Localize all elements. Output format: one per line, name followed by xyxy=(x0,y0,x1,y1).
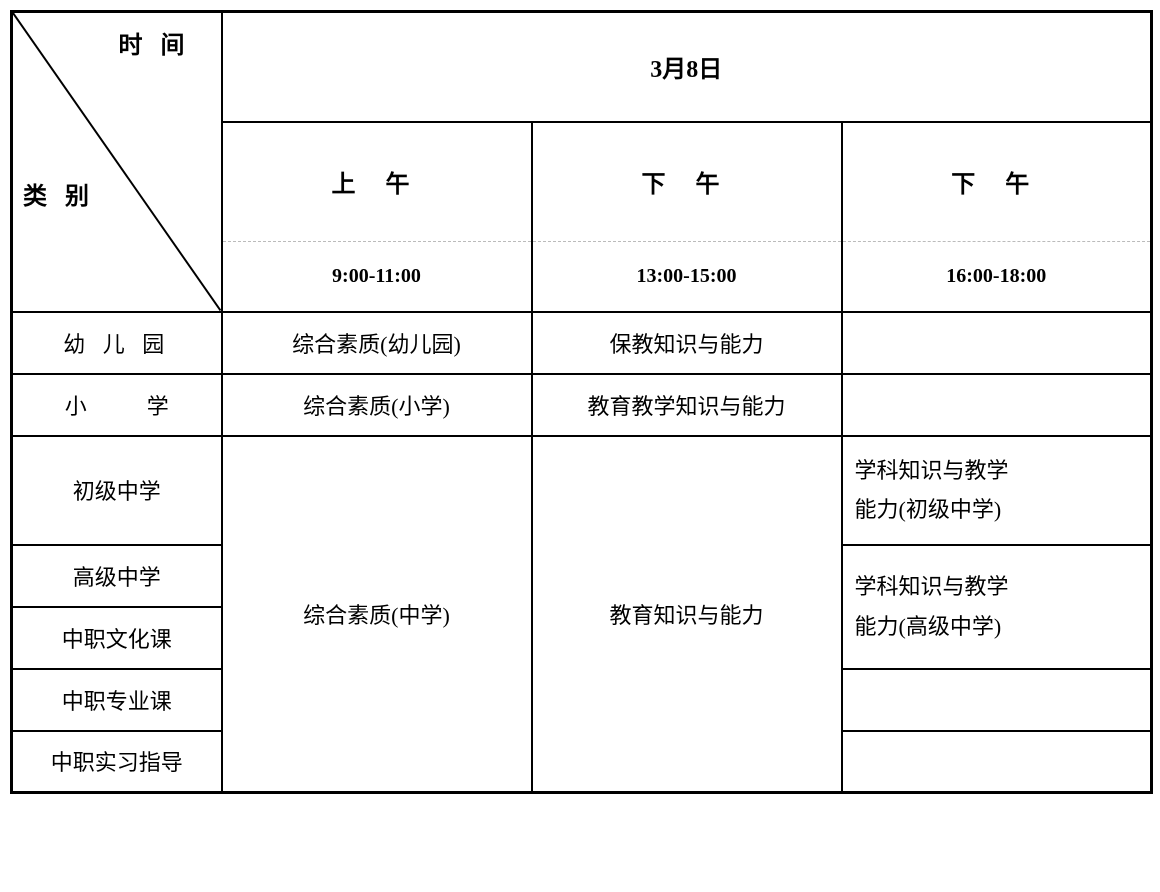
cell-junior-afternoon2: 学科知识与教学 能力(初级中学) xyxy=(842,436,1152,545)
cell-middle-afternoon1: 教育知识与能力 xyxy=(532,436,842,793)
category-axis-label: 类 别 xyxy=(23,176,95,211)
category-voc-culture: 中职文化课 xyxy=(12,607,222,669)
category-primary: 小学 xyxy=(12,374,222,436)
senior-af2-line1: 学科知识与教学 xyxy=(855,574,1009,599)
row-junior: 初级中学 综合素质(中学) 教育知识与能力 学科知识与教学 能力(初级中学) xyxy=(12,436,1152,545)
category-voc-intern: 中职实习指导 xyxy=(12,731,222,793)
category-voc-major: 中职专业课 xyxy=(12,669,222,731)
time-afternoon1: 13:00-15:00 xyxy=(532,242,842,312)
cell-senior-afternoon2: 学科知识与教学 能力(高级中学) xyxy=(842,545,1152,669)
session-afternoon2-label: 下 午 xyxy=(842,122,1152,242)
cell-kg-morning: 综合素质(幼儿园) xyxy=(222,312,532,374)
date-header: 3月8日 xyxy=(222,12,1152,122)
time-axis-label: 时 间 xyxy=(119,25,191,60)
cell-middle-morning: 综合素质(中学) xyxy=(222,436,532,793)
time-afternoon2: 16:00-18:00 xyxy=(842,242,1152,312)
cell-voc-intern-afternoon2 xyxy=(842,731,1152,793)
senior-af2-line2: 能力(高级中学) xyxy=(855,614,1002,639)
junior-af2-line1: 学科知识与教学 xyxy=(855,458,1009,483)
primary-char-1: 小 xyxy=(65,394,87,419)
diagonal-header-cell: 时 间 类 别 xyxy=(12,12,222,312)
row-kindergarten: 幼 儿 园 综合素质(幼儿园) 保教知识与能力 xyxy=(12,312,1152,374)
cell-kg-afternoon2 xyxy=(842,312,1152,374)
cell-kg-afternoon1: 保教知识与能力 xyxy=(532,312,842,374)
junior-af2-line2: 能力(初级中学) xyxy=(855,497,1002,522)
time-morning: 9:00-11:00 xyxy=(222,242,532,312)
row-primary: 小学 综合素质(小学) 教育教学知识与能力 xyxy=(12,374,1152,436)
session-afternoon1-label: 下 午 xyxy=(532,122,842,242)
session-morning-label: 上 午 xyxy=(222,122,532,242)
schedule-table: 时 间 类 别 3月8日 上 午 下 午 下 午 9:00-11:00 13:0… xyxy=(10,10,1153,794)
cell-primary-afternoon2 xyxy=(842,374,1152,436)
category-junior: 初级中学 xyxy=(12,436,222,545)
category-kindergarten: 幼 儿 园 xyxy=(12,312,222,374)
cell-primary-morning: 综合素质(小学) xyxy=(222,374,532,436)
header-row-1: 时 间 类 别 3月8日 xyxy=(12,12,1152,122)
cell-voc-major-afternoon2 xyxy=(842,669,1152,731)
cell-primary-afternoon1: 教育教学知识与能力 xyxy=(532,374,842,436)
primary-char-2: 学 xyxy=(147,394,169,419)
category-senior: 高级中学 xyxy=(12,545,222,607)
